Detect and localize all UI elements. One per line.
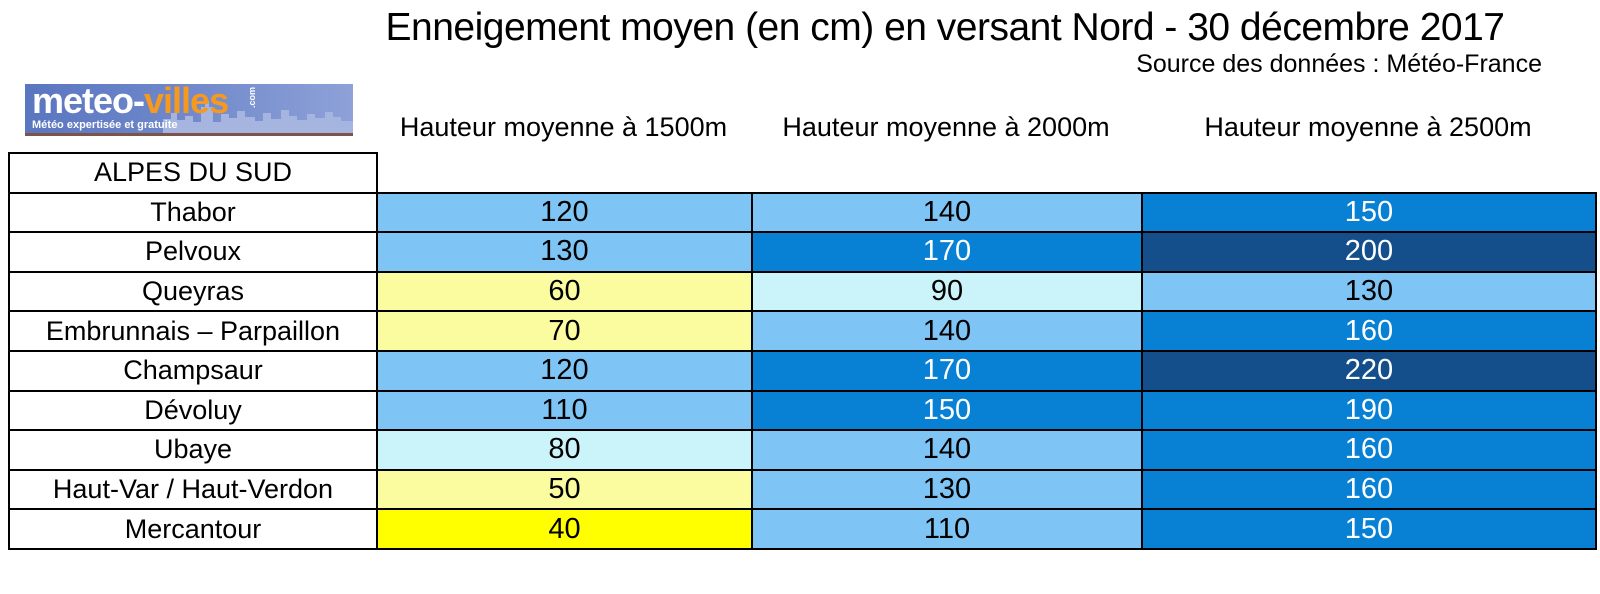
snow-depth-cell: 170 <box>751 231 1143 273</box>
massif-name: Pelvoux <box>8 231 378 273</box>
empty-cell <box>752 153 1142 193</box>
snow-depth-cell: 110 <box>751 508 1143 550</box>
snow-depth-cell: 200 <box>1141 231 1597 273</box>
snow-depth-cell: 50 <box>376 468 753 511</box>
table-row: Dévoluy 110 150 190 <box>8 389 1597 432</box>
table-row: Queyras 60 90 130 <box>8 270 1597 313</box>
logo-text-villes: villes <box>144 84 229 121</box>
massif-name: Haut-Var / Haut-Verdon <box>8 468 378 511</box>
snow-depth-table: ALPES DU SUD Thabor 120 140 150 Pelvoux 130 17… <box>8 152 1597 550</box>
logo-wordmark: meteo-villes .com <box>32 84 275 124</box>
column-header-2000m: Hauteur moyenne à 2000m <box>782 112 1110 142</box>
snow-depth-cell: 160 <box>1141 310 1597 352</box>
meteo-villes-logo[interactable]: meteo-villes .com Météo expertisée et gra… <box>25 84 353 136</box>
empty-cell <box>377 153 752 193</box>
table-header-row: ALPES DU SUD <box>8 152 1596 194</box>
logo-tagline: Météo expertisée et gratuite <box>32 119 178 131</box>
table-row: Pelvoux 130 170 200 <box>8 231 1597 273</box>
table-row: Haut-Var / Haut-Verdon 50 130 160 <box>8 468 1597 511</box>
snow-depth-cell: 170 <box>751 349 1143 392</box>
table-row: Thabor 120 140 150 <box>8 191 1597 234</box>
table-row: Ubaye 80 140 160 <box>8 429 1597 471</box>
snow-depth-cell: 70 <box>376 310 753 352</box>
snow-depth-cell: 160 <box>1141 429 1597 471</box>
table-row: Mercantour 40 110 150 <box>8 508 1597 550</box>
snow-table-body: ALPES DU SUD Thabor 120 140 150 Pelvoux 130 17… <box>8 152 1597 550</box>
table-row: Embrunnais – Parpaillon 70 140 160 <box>8 310 1597 352</box>
empty-cell <box>1142 153 1596 193</box>
snow-depth-cell: 140 <box>751 191 1143 234</box>
snow-depth-cell: 140 <box>751 429 1143 471</box>
snow-depth-cell: 60 <box>376 270 753 313</box>
snow-depth-cell: 130 <box>1141 270 1597 313</box>
logo-text-com: .com <box>247 86 258 108</box>
table-row: Champsaur 120 170 220 <box>8 349 1597 392</box>
snow-depth-cell: 120 <box>376 349 753 392</box>
snow-depth-cell: 190 <box>1141 389 1597 432</box>
snow-depth-cell: 120 <box>376 191 753 234</box>
column-header-2500m: Hauteur moyenne à 2500m <box>1204 112 1532 142</box>
logo-text-meteo: meteo- <box>32 84 145 121</box>
massif-name: Thabor <box>8 191 378 234</box>
column-header-1500m: Hauteur moyenne à 1500m <box>399 112 728 142</box>
massif-name: Ubaye <box>8 429 378 471</box>
snow-depth-cell: 160 <box>1141 468 1597 511</box>
snow-depth-cell: 130 <box>376 231 753 273</box>
massif-name: Dévoluy <box>8 389 378 432</box>
snow-depth-cell: 90 <box>751 270 1143 313</box>
massif-group-header: ALPES DU SUD <box>8 152 378 194</box>
snow-depth-cell: 150 <box>751 389 1143 432</box>
massif-name: Embrunnais – Parpaillon <box>8 310 378 352</box>
page-title: Enneigement moyen (en cm) en versant Nor… <box>385 6 1505 49</box>
city-skyline-icon <box>163 101 353 133</box>
snow-depth-cell: 130 <box>751 468 1143 511</box>
snow-depth-cell: 150 <box>1141 191 1597 234</box>
snow-depth-cell: 150 <box>1141 508 1597 550</box>
massif-name: Champsaur <box>8 349 378 392</box>
massif-name: Queyras <box>8 270 378 313</box>
snow-depth-cell: 110 <box>376 389 753 432</box>
snow-depth-cell: 80 <box>376 429 753 471</box>
massif-name: Mercantour <box>8 508 378 550</box>
data-source: Source des données : Météo-France <box>1136 50 1542 78</box>
snow-depth-cell: 220 <box>1141 349 1597 392</box>
snow-depth-cell: 140 <box>751 310 1143 352</box>
snow-depth-cell: 40 <box>376 508 753 550</box>
